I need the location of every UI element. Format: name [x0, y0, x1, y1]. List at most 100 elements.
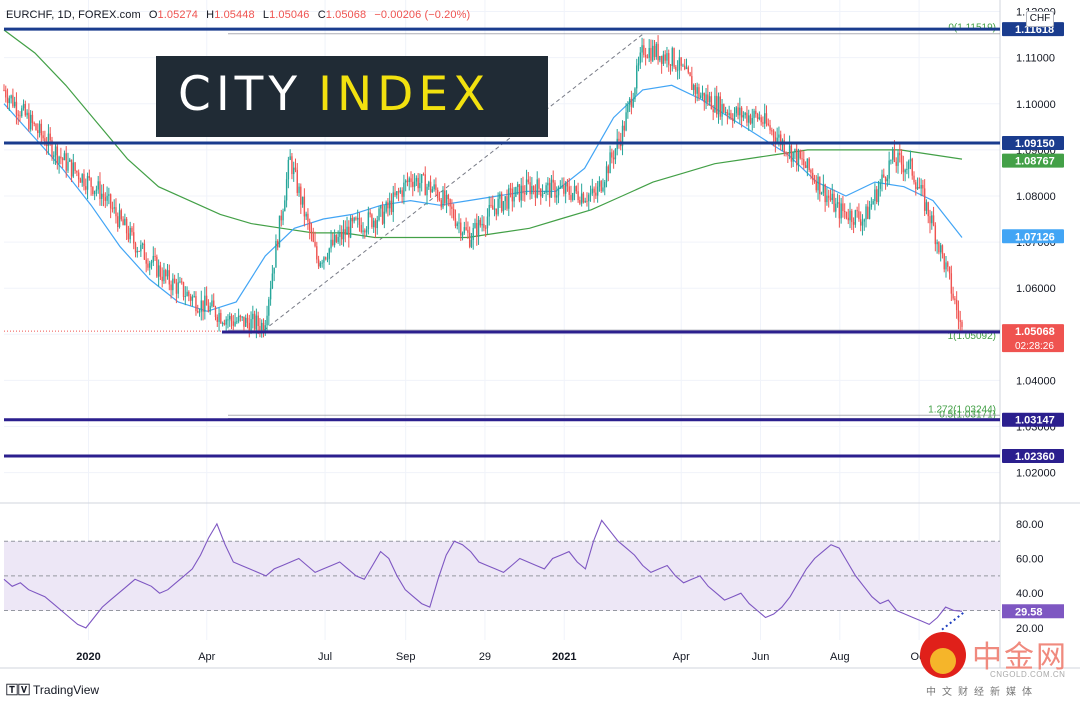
- candle-body: [19, 115, 21, 117]
- candle-body: [467, 229, 469, 233]
- horizontal-levels[interactable]: [4, 27, 1000, 458]
- candle-body: [767, 123, 769, 126]
- candle-body: [154, 255, 156, 257]
- candle-body: [541, 193, 544, 197]
- candle-body: [65, 153, 67, 171]
- candle-body: [72, 162, 75, 177]
- rsi-tick-label: 60.00: [1016, 554, 1044, 566]
- candle-body: [376, 219, 378, 229]
- candle-body: [371, 214, 373, 227]
- candle-body: [497, 198, 499, 215]
- candle-body: [458, 222, 460, 224]
- candle-body: [669, 64, 672, 66]
- candle-body: [125, 218, 128, 234]
- candle-body: [342, 229, 345, 240]
- candle-body: [312, 233, 314, 242]
- candle-body: [42, 135, 44, 139]
- candle-body: [959, 320, 961, 322]
- candle-body: [884, 177, 887, 182]
- candle-body: [500, 193, 503, 212]
- price-axis[interactable]: 1.120001.110001.100001.090001.080001.070…: [1002, 7, 1064, 635]
- candle-body: [461, 233, 464, 236]
- candle-body: [412, 181, 414, 187]
- candle-body: [941, 245, 944, 254]
- candle-body: [24, 103, 27, 116]
- candle-body: [572, 192, 574, 200]
- candle-body: [854, 210, 857, 225]
- candle-body: [653, 45, 656, 57]
- candle-body: [141, 243, 144, 245]
- candle-body: [897, 152, 899, 166]
- time-axis[interactable]: 2020AprJulSep292021AprJunAugOct: [76, 651, 927, 663]
- candle-body: [680, 57, 682, 66]
- candle-body: [474, 222, 476, 228]
- candles: [3, 35, 963, 339]
- candle-body: [229, 315, 231, 320]
- candle-body: [611, 152, 613, 158]
- candle-body: [109, 194, 112, 209]
- candle-body: [648, 47, 650, 58]
- candle-body: [408, 178, 410, 183]
- candle-body: [33, 122, 35, 124]
- candle-body: [282, 211, 284, 221]
- candle-body: [83, 174, 85, 187]
- candle-body: [529, 182, 531, 195]
- candle-body: [580, 193, 583, 204]
- candle-body: [911, 158, 913, 176]
- price-badge: [1002, 229, 1064, 244]
- candle-body: [60, 156, 62, 159]
- candle-body: [241, 316, 243, 318]
- candle-body: [726, 111, 729, 116]
- candle-body: [422, 174, 425, 176]
- candle-body: [950, 273, 953, 294]
- candle-body: [323, 257, 325, 263]
- candle-body: [53, 155, 55, 158]
- candle-body: [77, 172, 80, 180]
- tradingview-brand[interactable]: 🅃🅅 TradingView: [6, 681, 99, 698]
- candle-body: [396, 191, 398, 196]
- currency-badge[interactable]: CHF: [1026, 11, 1054, 27]
- candle-body: [332, 239, 334, 246]
- candle-body: [858, 211, 860, 220]
- candle-body: [470, 240, 473, 247]
- time-tick-label: 29: [479, 651, 491, 663]
- price-tick-label: 1.02000: [1016, 468, 1056, 480]
- open-value: 1.05274: [157, 9, 199, 21]
- candle-body: [861, 221, 864, 226]
- candle-body: [349, 217, 352, 238]
- candle-body: [916, 187, 919, 189]
- candle-body: [909, 158, 912, 162]
- candle-body: [623, 125, 626, 131]
- candle-body: [113, 207, 115, 209]
- candle-body: [907, 161, 910, 169]
- candle-body: [111, 208, 114, 210]
- candle-body: [607, 166, 610, 174]
- candle-body: [548, 182, 551, 198]
- candle-body: [570, 194, 572, 200]
- candle-body: [938, 242, 940, 253]
- candle-body: [21, 108, 23, 117]
- candle-body: [358, 217, 361, 225]
- candle-body: [785, 152, 787, 154]
- candle-body: [390, 200, 393, 213]
- candle-body: [372, 220, 375, 227]
- candle-body: [874, 189, 876, 202]
- candle-body: [822, 184, 825, 193]
- symbol-label[interactable]: EURCHF, 1D, FOREX.com: [6, 9, 141, 21]
- candle-body: [117, 216, 119, 228]
- candle-body: [344, 229, 346, 235]
- candle-body: [278, 215, 281, 248]
- candle-body: [289, 156, 291, 160]
- candle-body: [604, 182, 606, 188]
- candle-body: [294, 167, 297, 170]
- time-tick-label: Aug: [830, 651, 850, 663]
- candle-body: [10, 95, 12, 99]
- candle-body: [157, 265, 160, 277]
- candle-body: [851, 210, 853, 223]
- candle-body: [381, 205, 384, 224]
- candle-body: [198, 311, 201, 313]
- candle-body: [847, 217, 849, 221]
- candle-body: [852, 222, 855, 225]
- price-tick-label: 1.08000: [1016, 191, 1056, 203]
